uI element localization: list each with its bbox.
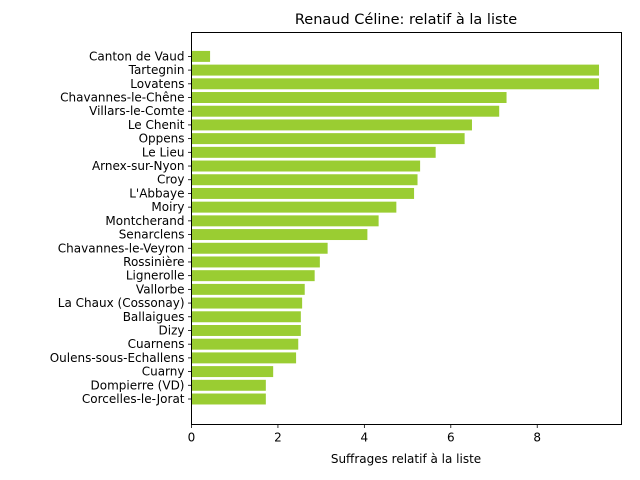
x-tick-label: 2 (274, 431, 282, 445)
x-tick-label: 8 (533, 431, 541, 445)
bar-20 (191, 324, 301, 336)
bar-25 (191, 393, 266, 405)
bar-3 (191, 92, 507, 103)
bars-group (191, 50, 600, 405)
plot-frame (191, 32, 622, 425)
bar-13 (191, 229, 368, 241)
y-tick-label: Cuarny (142, 365, 185, 379)
bar-4 (191, 105, 500, 117)
bar-6 (191, 133, 465, 145)
x-tick-label: 6 (447, 431, 455, 445)
y-tick-label: Dompierre (VD) (90, 378, 184, 392)
x-ticks: 0 2 4 6 8 (188, 424, 541, 445)
bar-18 (191, 297, 303, 309)
y-tick-label: Senarclens (119, 228, 185, 242)
y-tick-labels: Canton de VaudTartegninLovatensChavannes… (50, 49, 192, 406)
bar-22 (191, 352, 297, 364)
y-tick-label: Ballaigues (123, 310, 185, 324)
y-tick-label: Le Chenit (128, 118, 185, 132)
y-tick-label: Oppens (139, 132, 185, 146)
y-tick-label: Villars-le-Comte (89, 104, 184, 118)
y-tick-label: Chavannes-le-Chêne (60, 91, 184, 105)
y-tick-label: Rossinière (123, 255, 184, 269)
y-tick-label: Corcelles-le-Jorat (82, 392, 185, 406)
y-tick-label: Vallorbe (136, 282, 185, 296)
y-tick-label: Arnex-sur-Nyon (92, 159, 185, 173)
bar-9 (191, 174, 418, 186)
bar-14 (191, 242, 328, 254)
x-tick-label: 4 (361, 431, 369, 445)
bar-2 (191, 78, 600, 90)
bar-24 (191, 379, 266, 391)
chart-title: Renaud Céline: relatif à la liste (295, 12, 517, 28)
x-axis-title: Suffrages relatif à la liste (331, 452, 481, 466)
bar-21 (191, 338, 299, 350)
y-tick-label: Cuarnens (128, 337, 185, 351)
y-tick-label: Oulens-sous-Echallens (50, 351, 185, 365)
y-tick-label: Dizy (159, 323, 185, 337)
bar-16 (191, 270, 315, 282)
bar-19 (191, 311, 301, 323)
bar-1 (191, 64, 600, 76)
bar-10 (191, 187, 415, 199)
bar-8 (191, 160, 421, 172)
bar-23 (191, 366, 274, 378)
y-tick-label: Lovatens (130, 77, 184, 91)
y-tick-label: Tartegnin (128, 63, 185, 77)
y-tick-label: La Chaux (Cossonay) (58, 296, 185, 310)
y-tick-label: Le Lieu (142, 145, 185, 159)
bar-0 (191, 50, 211, 62)
y-tick-label: Moiry (151, 200, 184, 214)
bar-15 (191, 256, 320, 268)
x-tick-label: 0 (188, 431, 196, 445)
y-tick-label: Canton de Vaud (89, 49, 184, 63)
bar-7 (191, 146, 436, 158)
bar-11 (191, 201, 397, 213)
bar-5 (191, 119, 472, 131)
bar-12 (191, 215, 379, 227)
y-tick-label: Lignerolle (126, 269, 185, 283)
y-tick-label: L'Abbaye (129, 186, 184, 200)
y-tick-label: Chavannes-le-Veyron (58, 241, 185, 255)
y-tick-label: Montcherand (105, 214, 184, 228)
y-tick-label: Croy (157, 173, 185, 187)
bar-17 (191, 283, 305, 295)
